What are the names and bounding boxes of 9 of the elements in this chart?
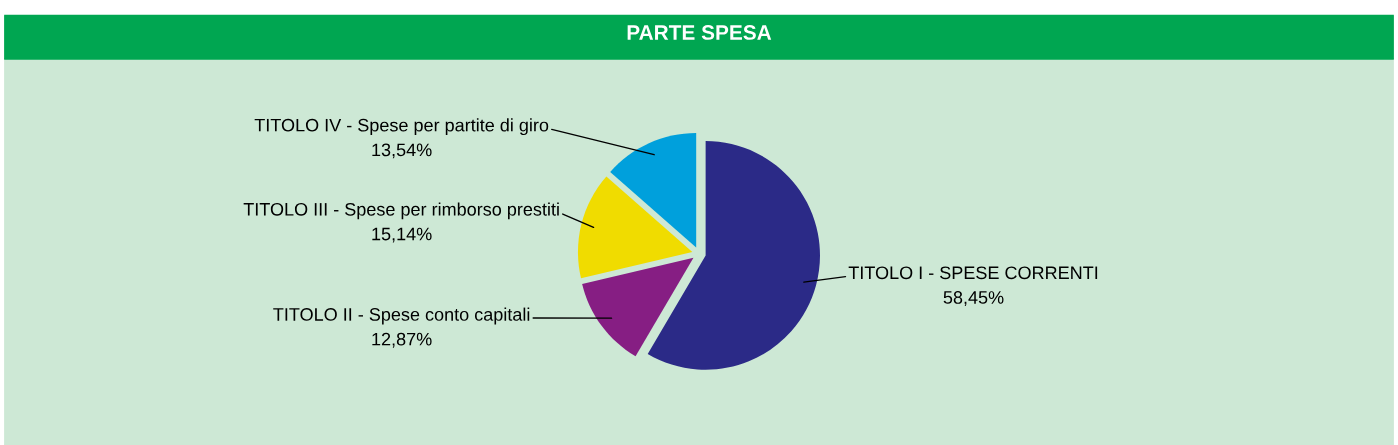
chart-title: PARTE SPESA [627,25,772,40]
slice-label: TITOLO IV - Spese per partite di giro [254,118,549,136]
data-label: 58,45% [943,291,1004,306]
slice-label: TITOLO III - Spese per rimborso prestiti [243,202,559,220]
data-label: 12,87% [372,332,432,348]
data-label: 15,14% [372,227,432,243]
slice-label: TITOLO I - SPESE CORRENTI [848,266,1098,280]
slice-label: TITOLO II - Spese conto capitali [273,307,530,325]
data-label: 13,54% [372,143,432,159]
